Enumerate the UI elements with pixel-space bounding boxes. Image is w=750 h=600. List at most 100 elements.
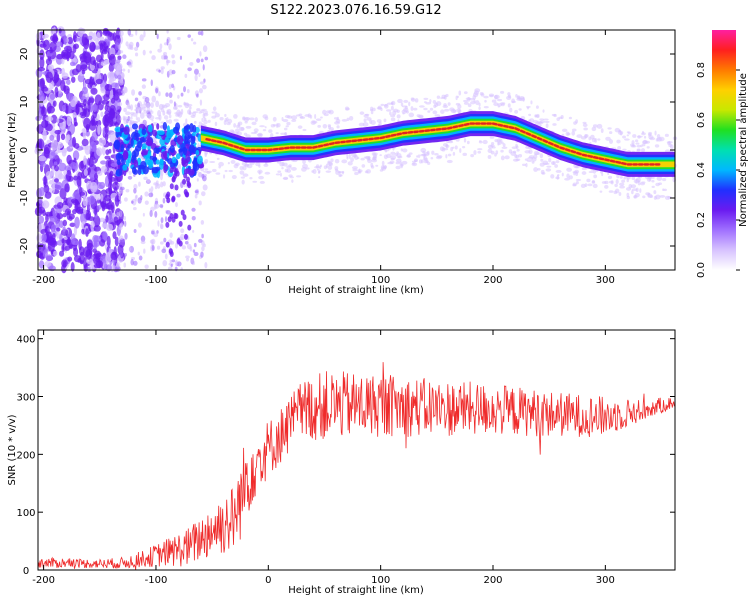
spectral-blob [174, 260, 179, 267]
spectral-blob [199, 51, 202, 57]
spectral-halo [659, 195, 666, 198]
spectral-halo [233, 114, 238, 119]
spectral-blob [201, 191, 206, 197]
spectral-blob [133, 228, 137, 234]
spectral-blob [144, 96, 150, 103]
spectral-blob [47, 105, 56, 114]
spectral-blob [96, 147, 103, 157]
spectral-blob [74, 216, 80, 229]
spectral-halo [366, 117, 372, 121]
spectral-blob [38, 260, 45, 269]
y-tick-label: 200 [16, 450, 35, 461]
spectral-blob [186, 243, 192, 250]
colorbar-tick-label: 0.2 [696, 212, 707, 228]
spectral-blob [179, 55, 183, 60]
spectral-blob [203, 78, 206, 83]
spectral-halo [411, 162, 418, 167]
spectral-halo [397, 98, 403, 104]
spectral-halo [177, 104, 183, 108]
spectral-halo [616, 139, 621, 144]
spectral-blob [151, 55, 156, 61]
spectral-halo [445, 154, 448, 159]
spectral-halo [497, 141, 500, 146]
spectral-blob [156, 33, 159, 40]
spectral-blob [87, 35, 93, 40]
spectral-halo [128, 170, 132, 175]
spectral-blob [45, 171, 53, 180]
spectral-blob [110, 251, 119, 261]
spectral-halo [257, 169, 263, 174]
spectral-blob [189, 106, 192, 110]
spectral-halo [375, 164, 379, 167]
spectral-blob [49, 215, 58, 223]
figure-title: S122.2023.076.16.59.G12 [270, 3, 441, 18]
spectral-blob [74, 121, 78, 127]
spectral-blob [162, 197, 166, 204]
spectral-halo [371, 158, 378, 163]
spectral-halo [168, 114, 172, 119]
spectral-halo [370, 110, 374, 115]
spectral-halo [561, 128, 568, 133]
spectral-halo [302, 163, 308, 169]
spectral-halo [286, 121, 291, 126]
spectral-blob [162, 259, 168, 267]
spectral-blob [186, 88, 190, 94]
spectral-blob [137, 164, 143, 170]
spectral-blob [183, 125, 191, 130]
spectral-halo [164, 102, 171, 108]
spectral-halo [231, 175, 237, 180]
spectral-halo [389, 111, 392, 116]
spectral-blob [165, 92, 169, 97]
spectral-halo [608, 139, 614, 144]
spectral-blob [72, 240, 80, 246]
spectral-blob [162, 181, 166, 187]
spectral-halo [516, 97, 523, 101]
spectral-halo [630, 184, 637, 189]
spectral-halo [198, 121, 202, 125]
spectral-blob [200, 251, 204, 258]
spectral-blob [55, 220, 60, 230]
spectral-halo [515, 154, 520, 159]
spectral-blob [85, 228, 89, 237]
spectral-blob [115, 59, 121, 64]
spectral-blob [128, 247, 132, 252]
spectral-halo [386, 153, 392, 159]
spectral-blob [115, 152, 122, 161]
spectral-blob [193, 242, 197, 248]
spectral-blob [124, 253, 128, 257]
spectral-blob [38, 155, 47, 162]
spectral-blob [43, 184, 50, 194]
spectral-halo [524, 158, 529, 161]
spectral-halo [666, 140, 673, 144]
spectral-blob [100, 165, 108, 173]
spectral-blob [41, 200, 50, 209]
spectral-halo [362, 122, 369, 127]
spectral-halo [395, 158, 402, 163]
spectral-halo [314, 114, 317, 119]
spectral-blob [114, 236, 119, 247]
spectral-halo [396, 114, 401, 119]
spectral-blob [130, 104, 134, 111]
spectral-halo [491, 99, 497, 103]
spectral-blob [193, 68, 199, 75]
spectral-blob [117, 55, 122, 61]
spectral-blob [157, 48, 162, 53]
spectral-halo [128, 116, 133, 120]
spectral-blob [202, 45, 208, 53]
spectral-halo [423, 107, 428, 111]
spectral-blob [196, 155, 203, 165]
spectral-halo [507, 103, 511, 108]
spectral-blob [119, 30, 124, 37]
spectral-halo [575, 165, 580, 169]
spectral-halo [346, 153, 349, 159]
spectral-halo [576, 134, 583, 138]
spectral-blob [144, 191, 149, 197]
spectral-halo [452, 151, 456, 156]
spectral-blob [75, 37, 80, 42]
spectral-halo [239, 170, 245, 175]
spectral-halo [597, 138, 601, 141]
spectral-halo [515, 143, 518, 148]
spectral-blob [42, 34, 47, 40]
spectral-halo [380, 103, 385, 107]
